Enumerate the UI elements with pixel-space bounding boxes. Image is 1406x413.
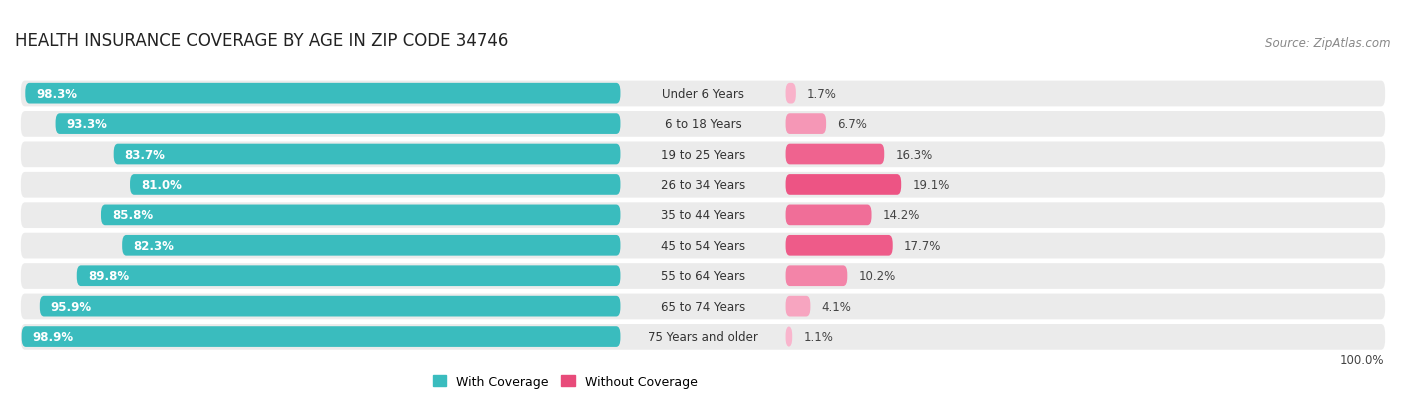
FancyBboxPatch shape: [786, 175, 901, 195]
Text: 93.3%: 93.3%: [66, 118, 107, 131]
FancyBboxPatch shape: [786, 144, 884, 165]
FancyBboxPatch shape: [101, 205, 620, 225]
Text: 6 to 18 Years: 6 to 18 Years: [665, 118, 741, 131]
Text: 65 to 74 Years: 65 to 74 Years: [661, 300, 745, 313]
FancyBboxPatch shape: [129, 175, 620, 195]
Text: 19 to 25 Years: 19 to 25 Years: [661, 148, 745, 161]
Text: 6.7%: 6.7%: [837, 118, 868, 131]
Text: Under 6 Years: Under 6 Years: [662, 88, 744, 100]
Text: 83.7%: 83.7%: [125, 148, 166, 161]
FancyBboxPatch shape: [786, 84, 796, 104]
Text: 82.3%: 82.3%: [134, 239, 174, 252]
FancyBboxPatch shape: [786, 266, 848, 286]
FancyBboxPatch shape: [39, 296, 620, 317]
FancyBboxPatch shape: [20, 323, 1386, 351]
Text: 16.3%: 16.3%: [896, 148, 932, 161]
Text: 45 to 54 Years: 45 to 54 Years: [661, 239, 745, 252]
FancyBboxPatch shape: [20, 231, 1386, 261]
Text: Source: ZipAtlas.com: Source: ZipAtlas.com: [1265, 37, 1391, 50]
Text: 35 to 44 Years: 35 to 44 Years: [661, 209, 745, 222]
FancyBboxPatch shape: [20, 292, 1386, 321]
Text: 89.8%: 89.8%: [87, 270, 129, 282]
Text: 26 to 34 Years: 26 to 34 Years: [661, 178, 745, 192]
Text: 85.8%: 85.8%: [112, 209, 153, 222]
FancyBboxPatch shape: [122, 235, 620, 256]
FancyBboxPatch shape: [20, 171, 1386, 200]
Text: 17.7%: 17.7%: [904, 239, 941, 252]
FancyBboxPatch shape: [20, 201, 1386, 230]
Text: 1.7%: 1.7%: [807, 88, 837, 100]
Text: 75 Years and older: 75 Years and older: [648, 330, 758, 343]
FancyBboxPatch shape: [786, 114, 827, 135]
FancyBboxPatch shape: [786, 205, 872, 225]
FancyBboxPatch shape: [20, 262, 1386, 291]
FancyBboxPatch shape: [25, 84, 620, 104]
FancyBboxPatch shape: [786, 235, 893, 256]
FancyBboxPatch shape: [77, 266, 620, 286]
Text: 1.1%: 1.1%: [803, 330, 834, 343]
Legend: With Coverage, Without Coverage: With Coverage, Without Coverage: [433, 375, 699, 388]
Text: 55 to 64 Years: 55 to 64 Years: [661, 270, 745, 282]
FancyBboxPatch shape: [114, 144, 620, 165]
Text: 100.0%: 100.0%: [1340, 353, 1384, 366]
Text: 19.1%: 19.1%: [912, 178, 949, 192]
FancyBboxPatch shape: [21, 326, 620, 347]
Text: HEALTH INSURANCE COVERAGE BY AGE IN ZIP CODE 34746: HEALTH INSURANCE COVERAGE BY AGE IN ZIP …: [15, 32, 509, 50]
FancyBboxPatch shape: [20, 140, 1386, 169]
FancyBboxPatch shape: [786, 326, 792, 347]
FancyBboxPatch shape: [20, 110, 1386, 139]
Text: 98.9%: 98.9%: [32, 330, 73, 343]
FancyBboxPatch shape: [786, 296, 810, 317]
Text: 10.2%: 10.2%: [858, 270, 896, 282]
FancyBboxPatch shape: [20, 80, 1386, 109]
Text: 81.0%: 81.0%: [141, 178, 181, 192]
Text: 14.2%: 14.2%: [883, 209, 920, 222]
FancyBboxPatch shape: [56, 114, 620, 135]
Text: 98.3%: 98.3%: [37, 88, 77, 100]
Text: 4.1%: 4.1%: [821, 300, 851, 313]
Text: 95.9%: 95.9%: [51, 300, 91, 313]
